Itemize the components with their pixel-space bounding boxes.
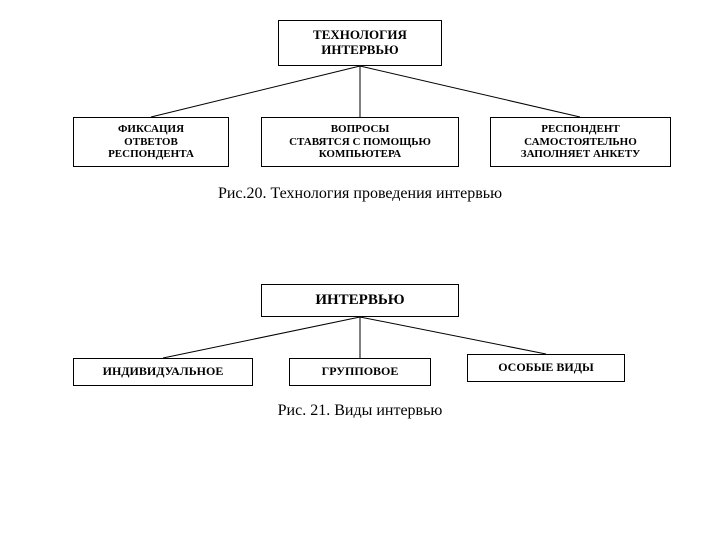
d2-child-1-box: ГРУППОВОЕ — [289, 358, 431, 386]
d2-root-box: ИНТЕРВЬЮ — [261, 284, 459, 317]
d2-child-0-box: ИНДИВИДУАЛЬНОЕ — [73, 358, 253, 386]
d1-child-1-box: ВОПРОСЫСТАВЯТСЯ С ПОМОЩЬЮКОМПЬЮТЕРА — [261, 117, 459, 167]
d2-child-1-label: ГРУППОВОЕ — [322, 365, 399, 379]
d2-child-2-box: ОСОБЫЕ ВИДЫ — [467, 354, 625, 382]
d2-edge-0 — [163, 317, 360, 358]
d1-caption-text: Рис.20. Технология проведения интервью — [218, 185, 502, 202]
diagram-canvas: ТЕХНОЛОГИЯИНТЕРВЬЮ ФИКСАЦИЯОТВЕТОВРЕСПОН… — [0, 0, 720, 540]
diagram1-connectors — [0, 0, 720, 540]
d1-child-0-box: ФИКСАЦИЯОТВЕТОВРЕСПОНДЕНТА — [73, 117, 229, 167]
d2-child-0-label: ИНДИВИДУАЛЬНОЕ — [103, 365, 224, 379]
d2-caption-text: Рис. 21. Виды интервью — [278, 402, 443, 419]
d1-child-2-box: РЕСПОНДЕНТСАМОСТОЯТЕЛЬНОЗАПОЛНЯЕТ АНКЕТУ — [490, 117, 671, 167]
d1-root-box: ТЕХНОЛОГИЯИНТЕРВЬЮ — [278, 20, 442, 66]
d1-child-1-label: ВОПРОСЫСТАВЯТСЯ С ПОМОЩЬЮКОМПЬЮТЕРА — [289, 123, 431, 161]
d1-edge-2 — [360, 66, 580, 117]
d2-child-2-label: ОСОБЫЕ ВИДЫ — [498, 361, 594, 375]
d2-edge-2 — [360, 317, 546, 354]
d1-caption: Рис.20. Технология проведения интервью — [0, 185, 720, 203]
d1-child-0-label: ФИКСАЦИЯОТВЕТОВРЕСПОНДЕНТА — [108, 123, 194, 161]
d2-caption: Рис. 21. Виды интервью — [0, 402, 720, 420]
d2-root-label: ИНТЕРВЬЮ — [315, 292, 404, 309]
d1-edge-0 — [151, 66, 360, 117]
d1-child-2-label: РЕСПОНДЕНТСАМОСТОЯТЕЛЬНОЗАПОЛНЯЕТ АНКЕТУ — [521, 123, 640, 161]
d1-root-label: ТЕХНОЛОГИЯИНТЕРВЬЮ — [313, 28, 407, 58]
